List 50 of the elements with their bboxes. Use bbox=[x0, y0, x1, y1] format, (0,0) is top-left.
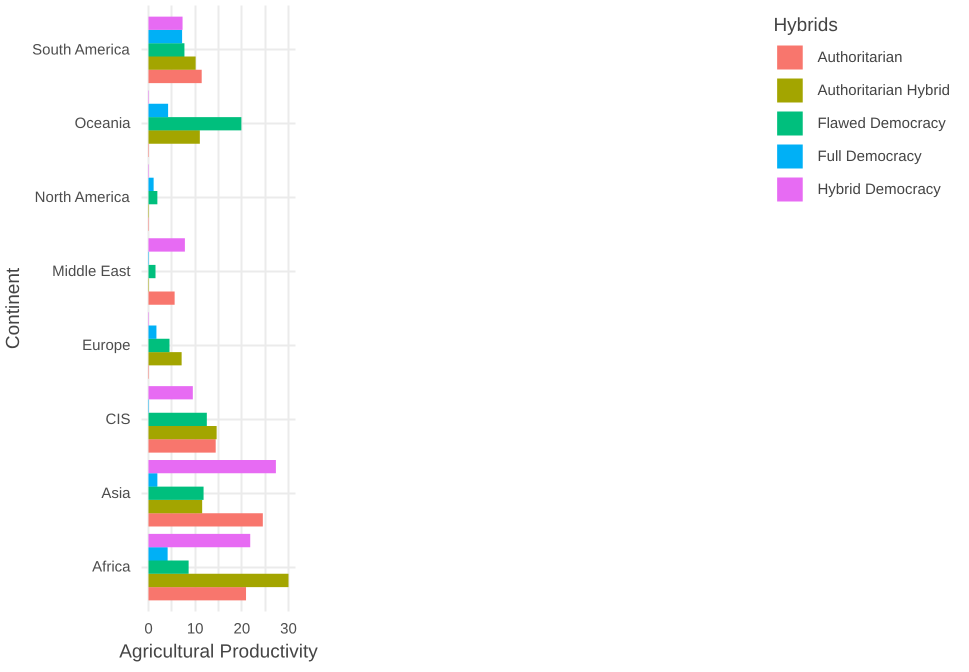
bar bbox=[148, 426, 217, 440]
bar bbox=[148, 412, 207, 426]
x-tick-label: 20 bbox=[233, 620, 250, 638]
x-tick-label: 0 bbox=[144, 620, 153, 638]
bar bbox=[148, 16, 183, 30]
bar bbox=[148, 486, 204, 500]
x-axis-title: Agricultural Productivity bbox=[119, 642, 318, 662]
bar bbox=[148, 513, 263, 527]
y-tick-label: Oceania bbox=[74, 115, 132, 132]
bar bbox=[148, 264, 156, 278]
bar bbox=[148, 30, 182, 44]
bar bbox=[148, 460, 276, 474]
bar bbox=[148, 560, 189, 574]
bar bbox=[148, 70, 202, 84]
bar bbox=[148, 238, 185, 252]
bar bbox=[148, 326, 156, 339]
legend-label: Authoritarian Hybrid bbox=[817, 82, 950, 98]
bar bbox=[148, 190, 158, 204]
y-tick-label: Europe bbox=[82, 336, 131, 354]
legend-label: Authoritarian bbox=[817, 48, 902, 66]
y-tick-label: Africa bbox=[92, 558, 132, 576]
bar bbox=[148, 439, 216, 453]
bar bbox=[148, 473, 158, 487]
x-tick-label: 30 bbox=[280, 620, 297, 638]
legend-label: Full Democracy bbox=[817, 148, 922, 164]
legend-label: Hybrid Democracy bbox=[817, 180, 941, 198]
bar bbox=[148, 386, 193, 400]
y-tick-label: CIS bbox=[105, 410, 131, 428]
bar bbox=[148, 352, 182, 366]
bar bbox=[148, 117, 242, 130]
bar bbox=[148, 178, 154, 191]
y-axis-title: Continent bbox=[3, 267, 24, 350]
bar bbox=[148, 104, 168, 118]
bar bbox=[148, 500, 202, 514]
bar bbox=[148, 43, 184, 56]
bar bbox=[148, 130, 200, 144]
x-tick-label: 10 bbox=[186, 620, 204, 638]
bar bbox=[148, 547, 168, 561]
y-tick-label: Middle East bbox=[52, 263, 132, 280]
y-tick-label: North America bbox=[34, 189, 130, 206]
bar bbox=[148, 338, 170, 352]
bar bbox=[148, 534, 250, 548]
y-tick-label: South America bbox=[32, 41, 130, 58]
bar bbox=[148, 587, 246, 600]
bar bbox=[148, 574, 288, 588]
bar bbox=[148, 292, 175, 305]
bar bbox=[148, 56, 196, 70]
legend-label: Flawed Democracy bbox=[817, 114, 946, 132]
y-tick-label: Asia bbox=[101, 484, 132, 502]
legend-title: Hybrids bbox=[773, 15, 839, 37]
